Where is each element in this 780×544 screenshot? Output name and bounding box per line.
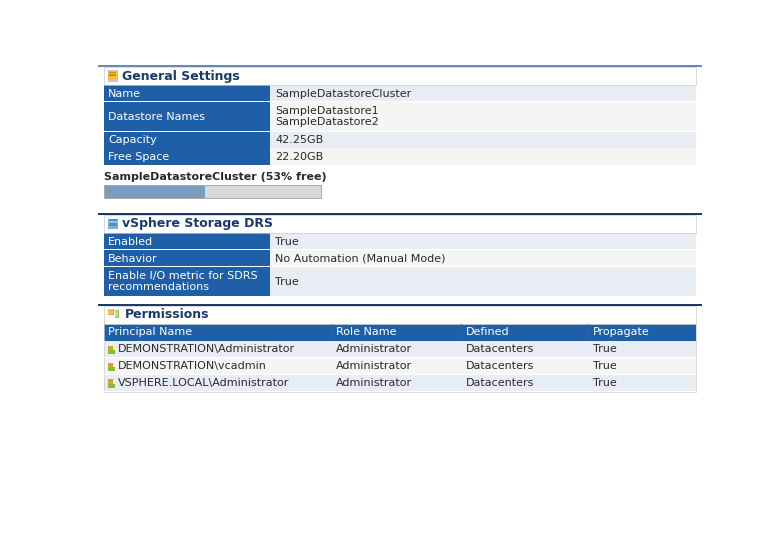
Bar <box>104 357 696 358</box>
Text: Enabled: Enabled <box>108 237 154 246</box>
Bar <box>98 65 702 67</box>
Text: SampleDatastoreCluster: SampleDatastoreCluster <box>275 89 411 99</box>
Bar <box>109 223 117 226</box>
Text: Enable I/O metric for SDRS: Enable I/O metric for SDRS <box>108 271 258 281</box>
Bar <box>104 391 696 392</box>
Text: Administrator: Administrator <box>335 361 412 372</box>
Bar <box>98 213 702 215</box>
Text: vSphere Storage DRS: vSphere Storage DRS <box>122 218 272 231</box>
Text: recommendations: recommendations <box>108 282 209 292</box>
Bar <box>104 186 205 197</box>
Text: Datacenters: Datacenters <box>466 361 534 372</box>
Text: Propagate: Propagate <box>593 327 650 337</box>
Text: 22.20GB: 22.20GB <box>275 152 323 162</box>
Bar <box>104 295 696 296</box>
Bar <box>104 375 696 392</box>
Text: Free Space: Free Space <box>108 152 169 162</box>
Text: Role Name: Role Name <box>335 327 396 337</box>
Text: SampleDatastore1: SampleDatastore1 <box>275 107 378 116</box>
Bar <box>109 221 117 223</box>
Bar <box>104 306 696 324</box>
Bar <box>104 267 271 296</box>
Bar <box>104 306 696 324</box>
Bar <box>104 358 696 375</box>
Bar <box>104 250 696 267</box>
Text: Administrator: Administrator <box>335 344 412 354</box>
Bar <box>104 267 696 296</box>
Bar <box>115 310 119 318</box>
Bar <box>104 132 271 149</box>
Bar <box>104 102 696 132</box>
Bar <box>98 304 702 306</box>
Bar <box>104 324 696 341</box>
Bar <box>108 367 115 371</box>
Text: DEMONSTRATION\vcadmin: DEMONSTRATION\vcadmin <box>118 361 267 372</box>
Bar <box>104 147 696 149</box>
Bar <box>104 102 271 132</box>
Bar <box>104 85 271 102</box>
Text: True: True <box>593 378 617 388</box>
Bar <box>104 67 696 85</box>
Bar <box>104 85 696 102</box>
Bar <box>104 186 321 197</box>
Text: Datacenters: Datacenters <box>466 344 534 354</box>
Bar <box>104 233 696 250</box>
Bar <box>109 74 116 75</box>
Text: Datacenters: Datacenters <box>466 378 534 388</box>
Bar <box>109 75 116 76</box>
Bar <box>104 186 321 197</box>
Text: VSPHERE.LOCAL\Administrator: VSPHERE.LOCAL\Administrator <box>118 378 289 388</box>
Bar <box>108 350 115 354</box>
Text: Principal Name: Principal Name <box>108 327 192 337</box>
Bar <box>109 72 116 73</box>
Text: 42.25GB: 42.25GB <box>275 135 323 145</box>
Bar <box>108 384 115 388</box>
Bar <box>108 219 119 229</box>
Text: True: True <box>275 277 299 287</box>
Bar <box>104 215 696 233</box>
Text: True: True <box>593 361 617 372</box>
Text: Behavior: Behavior <box>108 254 158 263</box>
Text: DEMONSTRATION\Administrator: DEMONSTRATION\Administrator <box>118 344 295 354</box>
Bar <box>108 380 113 385</box>
Text: True: True <box>275 237 299 246</box>
Bar <box>104 341 696 358</box>
Bar <box>108 310 113 314</box>
Bar <box>104 149 271 165</box>
Text: No Automation (Manual Mode): No Automation (Manual Mode) <box>275 254 445 263</box>
Bar <box>104 324 696 392</box>
Bar <box>104 149 696 165</box>
Text: General Settings: General Settings <box>122 70 239 83</box>
Bar <box>108 308 114 315</box>
Text: SampleDatastore2: SampleDatastore2 <box>275 118 379 127</box>
Text: SampleDatastoreCluster (53% free): SampleDatastoreCluster (53% free) <box>104 172 326 182</box>
Bar <box>108 362 113 368</box>
Text: Capacity: Capacity <box>108 135 157 145</box>
Bar <box>104 132 696 149</box>
Bar <box>104 249 696 250</box>
Bar <box>115 311 119 317</box>
Text: Administrator: Administrator <box>335 378 412 388</box>
Bar <box>109 219 117 222</box>
Bar <box>104 266 696 267</box>
Text: Permissions: Permissions <box>125 308 209 322</box>
Text: Defined: Defined <box>466 327 509 337</box>
Bar <box>108 71 118 80</box>
Bar <box>104 250 271 267</box>
Text: Name: Name <box>108 89 141 99</box>
Text: True: True <box>593 344 617 354</box>
Bar <box>104 374 696 375</box>
Bar <box>108 70 119 82</box>
Bar <box>104 131 696 132</box>
Bar <box>104 67 696 85</box>
Bar <box>104 233 271 250</box>
Bar <box>104 215 696 233</box>
Bar <box>108 345 113 351</box>
Text: Datastore Names: Datastore Names <box>108 112 205 122</box>
